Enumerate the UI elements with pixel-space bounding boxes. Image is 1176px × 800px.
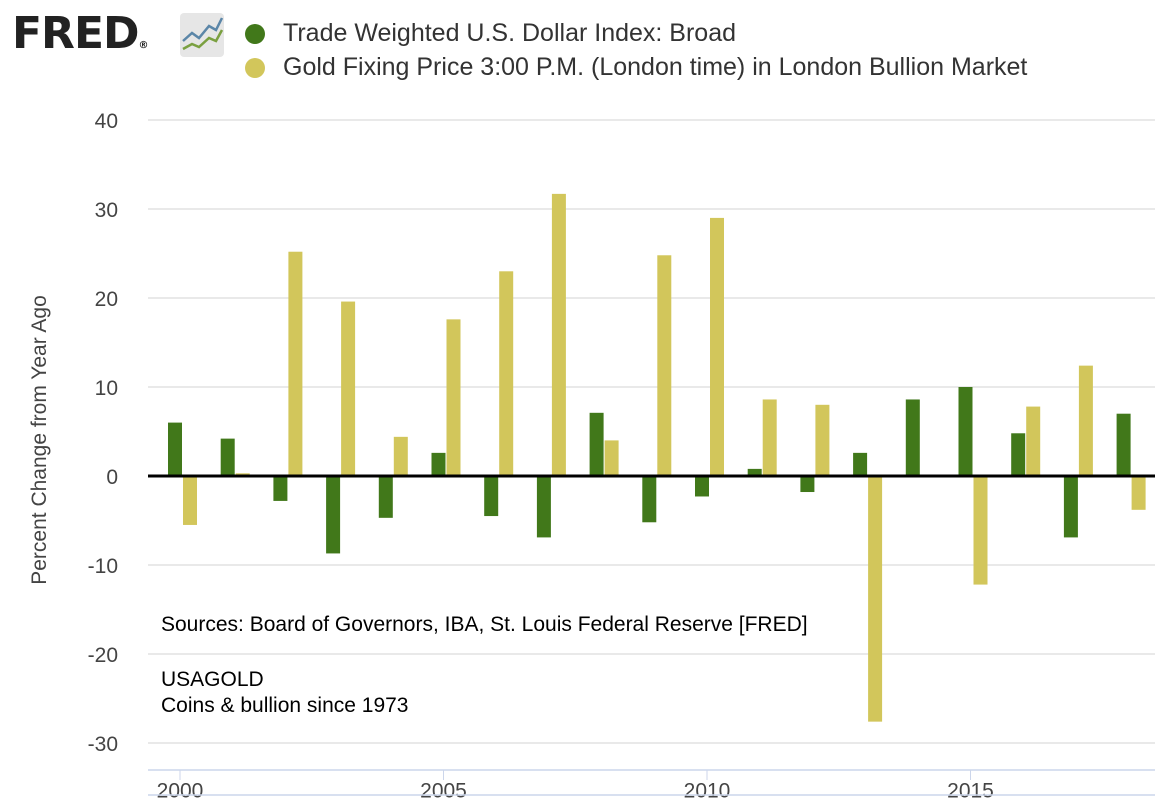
fred-logo: FRED® — [12, 8, 224, 59]
x-tick-label: 2000 — [157, 779, 204, 800]
sources-note: Sources: Board of Governors, IBA, St. Lo… — [161, 613, 808, 636]
gold-bar — [604, 440, 619, 476]
dollar-bar — [800, 476, 815, 493]
dollar-bar — [589, 412, 604, 476]
y-tick-label: 30 — [95, 199, 118, 222]
brand-note: USAGOLD — [161, 668, 264, 691]
gold-bar — [868, 476, 883, 722]
y-tick-label: 20 — [95, 288, 118, 311]
dollar-bar — [905, 399, 920, 476]
gold-bar — [657, 255, 672, 476]
legend-label: Trade Weighted U.S. Dollar Index: Broad — [283, 19, 737, 47]
legend-label: Gold Fixing Price 3:00 P.M. (London time… — [283, 53, 1028, 81]
y-tick-label: -20 — [88, 644, 118, 667]
dollar-bar — [536, 476, 551, 538]
dollar-bar — [168, 422, 182, 476]
green-dot-icon — [245, 23, 265, 44]
dollar-bar — [484, 476, 499, 517]
gold-bar — [1131, 476, 1146, 510]
y-axis-label: Percent Change from Year Ago — [28, 295, 51, 585]
y-tick-label: -10 — [88, 555, 118, 578]
dollar-bar — [1063, 476, 1078, 538]
gold-dot-icon — [245, 57, 265, 78]
x-tick-label: 2005 — [420, 779, 467, 800]
dollar-bar — [642, 476, 657, 523]
logo-text: FRED — [12, 8, 140, 59]
y-tick-label: 0 — [106, 466, 118, 489]
x-tick-label: 2010 — [684, 779, 731, 800]
legend-item-gold[interactable]: Gold Fixing Price 3:00 P.M. (London time… — [245, 53, 1027, 82]
gold-bar — [446, 319, 461, 476]
gold-bar — [762, 399, 777, 476]
gold-bar — [815, 404, 830, 476]
gold-bar — [341, 301, 356, 476]
dollar-bar — [220, 438, 235, 476]
y-tick-label: 10 — [95, 377, 118, 400]
gold-bar — [973, 476, 988, 585]
y-tick-label: -30 — [88, 733, 118, 756]
legend-item-dollar[interactable]: Trade Weighted U.S. Dollar Index: Broad — [245, 19, 736, 48]
dollar-bar — [378, 476, 393, 518]
gold-bar — [499, 271, 514, 476]
y-tick-label: 40 — [95, 110, 118, 133]
x-tick-label: 2015 — [947, 779, 994, 800]
tagline-note: Coins & bullion since 1973 — [161, 694, 409, 717]
gold-bar — [1026, 406, 1041, 476]
dollar-bar — [431, 452, 446, 476]
dollar-bar — [747, 468, 762, 476]
gold-bar — [1078, 365, 1093, 476]
gold-bar — [393, 436, 408, 476]
dollar-bar — [1116, 413, 1131, 476]
dollar-bar — [273, 476, 288, 501]
gold-bar — [710, 217, 724, 476]
dollar-bar — [1011, 433, 1026, 476]
dollar-bar — [326, 476, 341, 554]
fred-chart-icon — [180, 13, 224, 57]
gold-bar — [183, 476, 197, 525]
dollar-bar — [853, 452, 868, 476]
gold-bar — [551, 193, 566, 476]
dollar-bar — [695, 476, 709, 497]
dollar-bar — [958, 387, 973, 476]
gold-bar — [288, 251, 303, 476]
